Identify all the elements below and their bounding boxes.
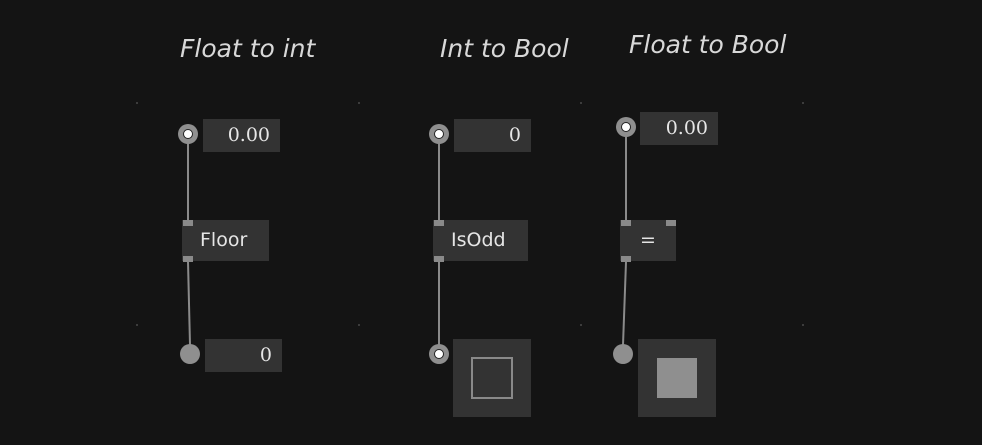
group-title-int-to-bool: Int to Bool <box>440 34 569 63</box>
isodd-node[interactable]: IsOdd <box>433 220 528 261</box>
wire-equals-to-toggle <box>622 261 627 346</box>
equals-input-pin-a[interactable] <box>621 220 631 226</box>
equals-node[interactable]: = <box>620 220 676 261</box>
float-input-box[interactable]: 0.00 <box>203 119 280 152</box>
grid-dot <box>358 102 360 104</box>
isodd-input-pin[interactable] <box>434 220 444 226</box>
floor-node[interactable]: Floor <box>182 220 269 261</box>
grid-dot <box>136 324 138 326</box>
input-port-bool-2[interactable] <box>613 344 633 364</box>
output-port-float[interactable] <box>178 124 198 144</box>
grid-dot <box>802 324 804 326</box>
output-port-float-2[interactable] <box>616 117 636 137</box>
input-port-int[interactable] <box>180 344 200 364</box>
floor-output-pin[interactable] <box>183 256 193 262</box>
isodd-output-pin[interactable] <box>434 256 444 262</box>
float-input-box-2[interactable]: 0.00 <box>640 112 718 145</box>
equals-input-pin-b[interactable] <box>666 220 676 226</box>
toggle-indicator-on <box>657 358 697 398</box>
group-title-float-to-bool: Float to Bool <box>629 30 787 59</box>
int-input-box[interactable]: 0 <box>454 119 531 152</box>
bool-toggle-off[interactable] <box>453 339 531 417</box>
grid-dot <box>358 324 360 326</box>
grid-dot <box>802 102 804 104</box>
grid-dot <box>580 102 582 104</box>
grid-dot <box>580 324 582 326</box>
wire-floor-to-output <box>187 261 191 346</box>
toggle-indicator-off <box>471 357 513 399</box>
grid-dot <box>136 102 138 104</box>
equals-output-pin[interactable] <box>621 256 631 262</box>
floor-input-pin[interactable] <box>183 220 193 226</box>
group-title-float-to-int: Float to int <box>180 34 316 63</box>
output-port-int[interactable] <box>429 124 449 144</box>
input-port-bool[interactable] <box>429 344 449 364</box>
int-output-box[interactable]: 0 <box>205 339 282 372</box>
bool-toggle-on[interactable] <box>638 339 716 417</box>
